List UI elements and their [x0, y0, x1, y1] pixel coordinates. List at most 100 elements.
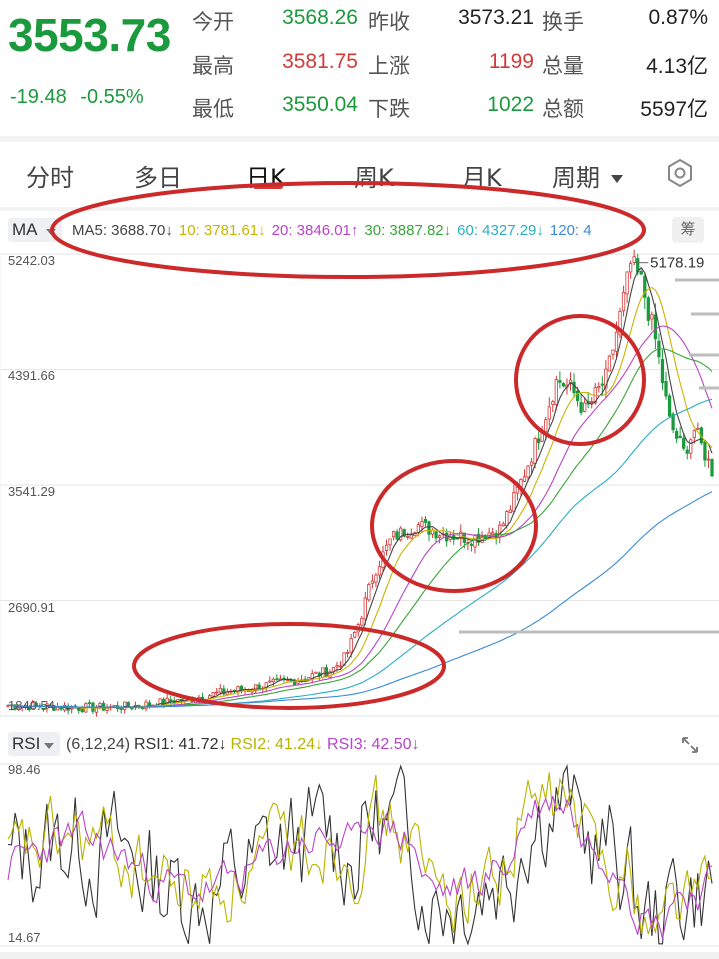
tab-intraday[interactable]: 分时: [26, 164, 74, 192]
candle-body: [473, 535, 477, 548]
y-axis-label: 1840.54: [8, 698, 55, 713]
candle-body: [572, 381, 576, 394]
candle: [406, 532, 410, 540]
rsi-line-3: [7, 795, 713, 939]
candlestick-chart[interactable]: 5178.19: [0, 244, 719, 728]
open-label: 今开: [192, 10, 234, 34]
candle: [586, 392, 590, 409]
candle: [537, 431, 541, 450]
candle: [215, 688, 219, 696]
current-price: 3553.73: [8, 9, 171, 61]
candle: [360, 615, 364, 627]
candle-body: [696, 427, 700, 430]
candle: [583, 397, 587, 413]
candle: [275, 674, 279, 682]
quote-row: 最低 3550.04 下跌 1022 总额 5597亿: [192, 93, 714, 133]
tab-monthly-k[interactable]: 月K: [462, 164, 502, 192]
candle: [384, 539, 389, 556]
candle: [547, 397, 551, 426]
candle: [423, 516, 428, 527]
ma-legend-item-5: 120: 4: [549, 222, 592, 239]
candle-body: [147, 702, 152, 706]
rsi-line-2: [7, 772, 713, 935]
candle-body: [685, 449, 689, 454]
annotation-circle: [370, 459, 538, 593]
prev-close-label: 昨收: [368, 10, 410, 34]
candle-body: [437, 535, 442, 538]
candle-body: [558, 380, 562, 383]
candle: [551, 399, 555, 413]
candle: [105, 704, 109, 714]
candle: [512, 484, 516, 515]
candle: [674, 428, 679, 444]
rsi-values: (6,12,24) RSI1: 41.72↓ RSI2: 41.24↓ RSI3: 4…: [66, 736, 424, 754]
candle: [621, 285, 626, 317]
candle-body: [384, 544, 389, 551]
candle: [692, 429, 696, 444]
ma-selector[interactable]: MA: [8, 218, 62, 242]
price-change: -19.48 -0.55%: [10, 86, 152, 109]
candle: [328, 669, 332, 678]
rsi-chart[interactable]: [0, 760, 719, 950]
tab-weekly-k[interactable]: 周K: [354, 164, 394, 192]
candle-body: [491, 532, 495, 535]
candle-body: [80, 709, 84, 713]
candle-body: [271, 678, 275, 683]
decliners-value: 1022: [487, 93, 534, 116]
annotation-circle: [514, 314, 646, 446]
tab-multiday[interactable]: 多日: [134, 164, 182, 192]
candle-body: [31, 702, 35, 710]
candle-body: [512, 492, 516, 512]
candle-body: [370, 580, 375, 584]
candle-body: [239, 685, 244, 691]
candle: [374, 572, 378, 588]
candle-body: [678, 435, 682, 439]
candle-body: [650, 314, 654, 320]
candle-body: [660, 359, 665, 384]
candle: [469, 542, 474, 552]
quote-row: 今开 3568.26 昨收 3573.21 换手 0.87%: [192, 6, 714, 46]
candle-body: [16, 707, 21, 711]
candle-body: [225, 691, 229, 695]
amount-value: 5597亿: [640, 98, 708, 121]
candle-body: [268, 680, 272, 683]
candle-body: [604, 368, 608, 389]
candle-body: [360, 617, 364, 626]
chips-button[interactable]: 筹: [672, 217, 704, 243]
candle: [696, 422, 700, 430]
candle: [508, 505, 512, 513]
candle-body: [292, 679, 297, 685]
candle-body: [646, 297, 650, 321]
candle: [87, 699, 91, 708]
active-tab-indicator: [253, 184, 283, 189]
candle-body: [123, 701, 127, 711]
y-axis-label: 5242.03: [8, 253, 55, 268]
candle-body: [671, 413, 675, 431]
divider: [0, 207, 719, 211]
tab-period-dropdown[interactable]: 周期: [552, 158, 624, 193]
rsi-selector[interactable]: RSI: [8, 732, 60, 756]
candle-body: [345, 651, 350, 654]
candle: [402, 528, 406, 538]
divider: [0, 136, 719, 142]
rsi-legend-item-0: (6,12,24): [66, 736, 131, 753]
candle: [399, 526, 403, 542]
candle: [324, 664, 329, 678]
candle-body: [275, 678, 279, 681]
settings-hexagon-icon[interactable]: [664, 157, 696, 189]
candle: [568, 372, 573, 391]
candle: [522, 469, 527, 483]
candle: [370, 574, 375, 589]
candle: [710, 458, 714, 477]
ma-line-120: [7, 491, 713, 708]
candle-body: [625, 271, 629, 295]
fullscreen-icon[interactable]: [676, 731, 704, 759]
candle: [70, 704, 74, 714]
candle-body: [682, 437, 686, 449]
candle-body: [498, 524, 502, 538]
ma-line-5: [7, 266, 713, 710]
candle: [703, 440, 707, 467]
candle-body: [639, 270, 643, 275]
candle: [345, 649, 350, 658]
candle-body: [674, 430, 679, 439]
